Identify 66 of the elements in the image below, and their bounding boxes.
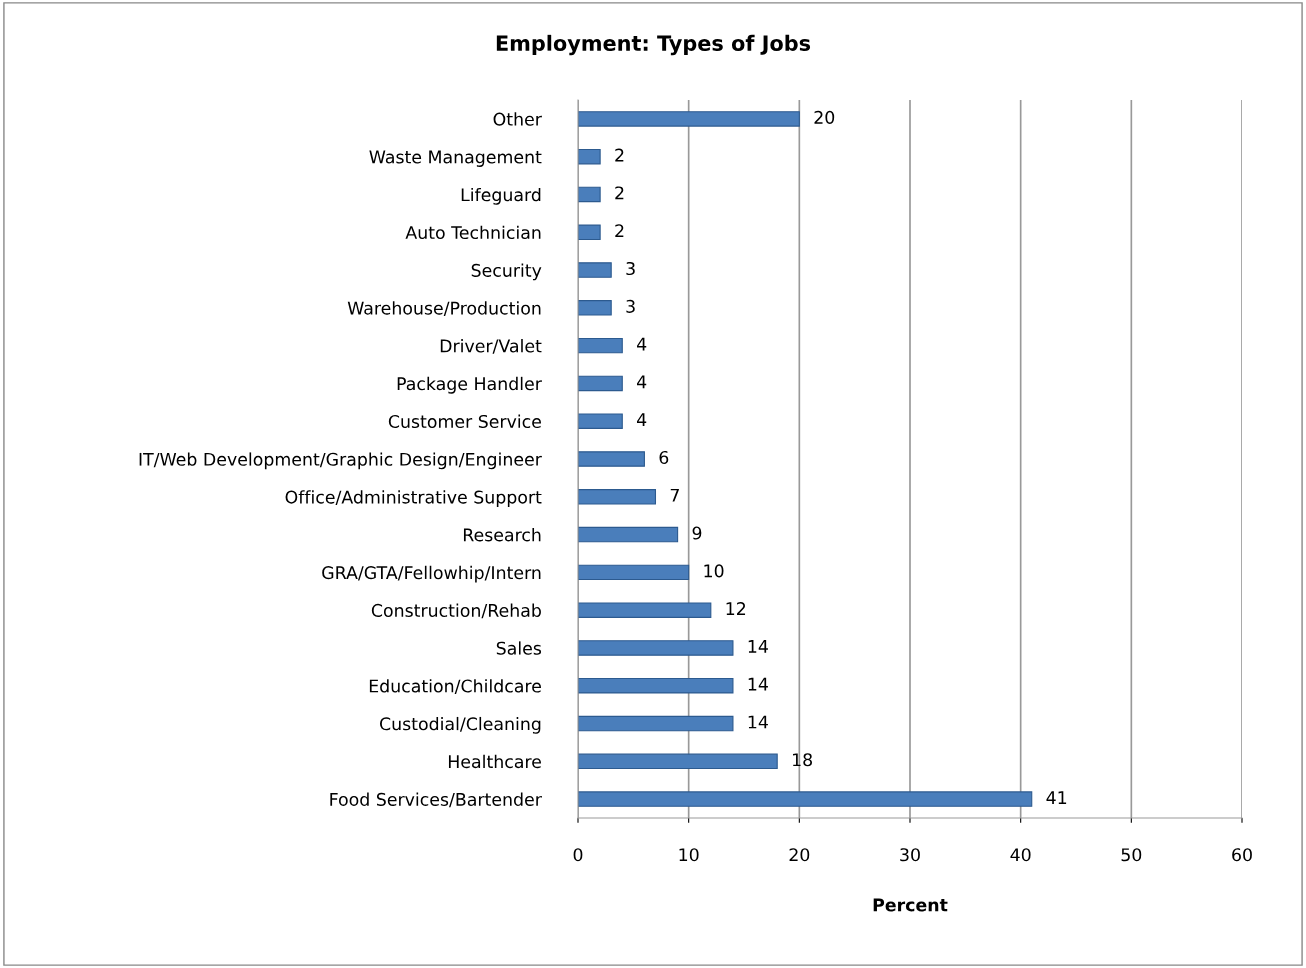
x-tick-label: 60 (1232, 848, 1252, 862)
y-tick-label: Warehouse/Production (347, 301, 541, 317)
data-label: 2 (615, 148, 624, 162)
bar (578, 148, 601, 165)
x-tick-label: 50 (1121, 848, 1142, 862)
y-tick-label: Package Handler (397, 376, 542, 394)
bar (578, 753, 778, 770)
y-tick-label: Waste Management (369, 150, 542, 167)
data-label: 4 (637, 413, 647, 426)
data-label: 3 (626, 261, 635, 276)
bar (578, 111, 800, 127)
y-tick-label: Office/Administrative Support (285, 490, 542, 507)
data-label: 4 (637, 375, 647, 389)
bar (578, 564, 690, 581)
data-label: 14 (748, 677, 768, 691)
y-tick-label: Education/Childcare (369, 679, 541, 694)
data-label: 20 (814, 110, 835, 124)
data-label: 6 (659, 450, 669, 465)
bar (578, 489, 657, 505)
x-axis-title: Percent (873, 898, 948, 912)
y-tick-label: Customer Service (388, 414, 541, 429)
bar (578, 413, 623, 429)
data-label: 14 (748, 640, 768, 653)
y-tick-label: Food Services/Bartender (330, 792, 542, 808)
data-label: 18 (793, 753, 812, 767)
y-tick-label: Research (463, 527, 541, 542)
bar (578, 186, 601, 203)
y-tick-label: Lifeguard (461, 187, 541, 205)
bar (578, 526, 679, 543)
y-tick-label: Healthcare (448, 754, 541, 769)
y-tick-label: Custodial/Cleaning (379, 716, 541, 734)
y-tick-label: Construction/Rehab (371, 603, 541, 619)
x-tick-label: 10 (679, 848, 699, 862)
y-tick-label: IT/Web Development/Graphic Design/Engineer (139, 452, 542, 470)
data-label: 41 (1046, 791, 1067, 804)
y-tick-label: Other (493, 112, 542, 126)
bar (578, 715, 734, 732)
y-tick-label: Auto Technician (405, 225, 541, 240)
data-label: 2 (615, 186, 624, 200)
y-tick-label: Security (471, 263, 542, 281)
bar (578, 640, 734, 656)
bar (578, 337, 623, 354)
x-tick-label: 0 (573, 848, 583, 862)
bar (578, 300, 612, 316)
bar (578, 678, 734, 694)
data-label: 9 (692, 526, 702, 540)
y-tick-label: Sales (496, 641, 542, 655)
data-label: 3 (626, 299, 635, 313)
data-label: 12 (726, 602, 746, 615)
bar (578, 375, 623, 392)
x-tick-label: 20 (789, 848, 810, 862)
x-tick-label: 40 (1010, 848, 1031, 862)
x-tick-label: 30 (900, 848, 920, 862)
data-label: 7 (670, 488, 679, 502)
data-label: 10 (704, 564, 724, 578)
y-tick-label: GRA/GTA/Fellowhip/Intern (322, 565, 541, 583)
data-label: 4 (637, 337, 647, 351)
chart-title: Employment: Types of Jobs (496, 34, 811, 56)
data-label: 14 (748, 715, 768, 729)
bar (578, 451, 645, 467)
bar (578, 224, 601, 240)
bar (578, 262, 612, 278)
data-label: 2 (615, 224, 624, 238)
y-tick-label: Driver/Valet (440, 339, 542, 354)
bar (578, 791, 1033, 807)
bar (578, 602, 712, 618)
